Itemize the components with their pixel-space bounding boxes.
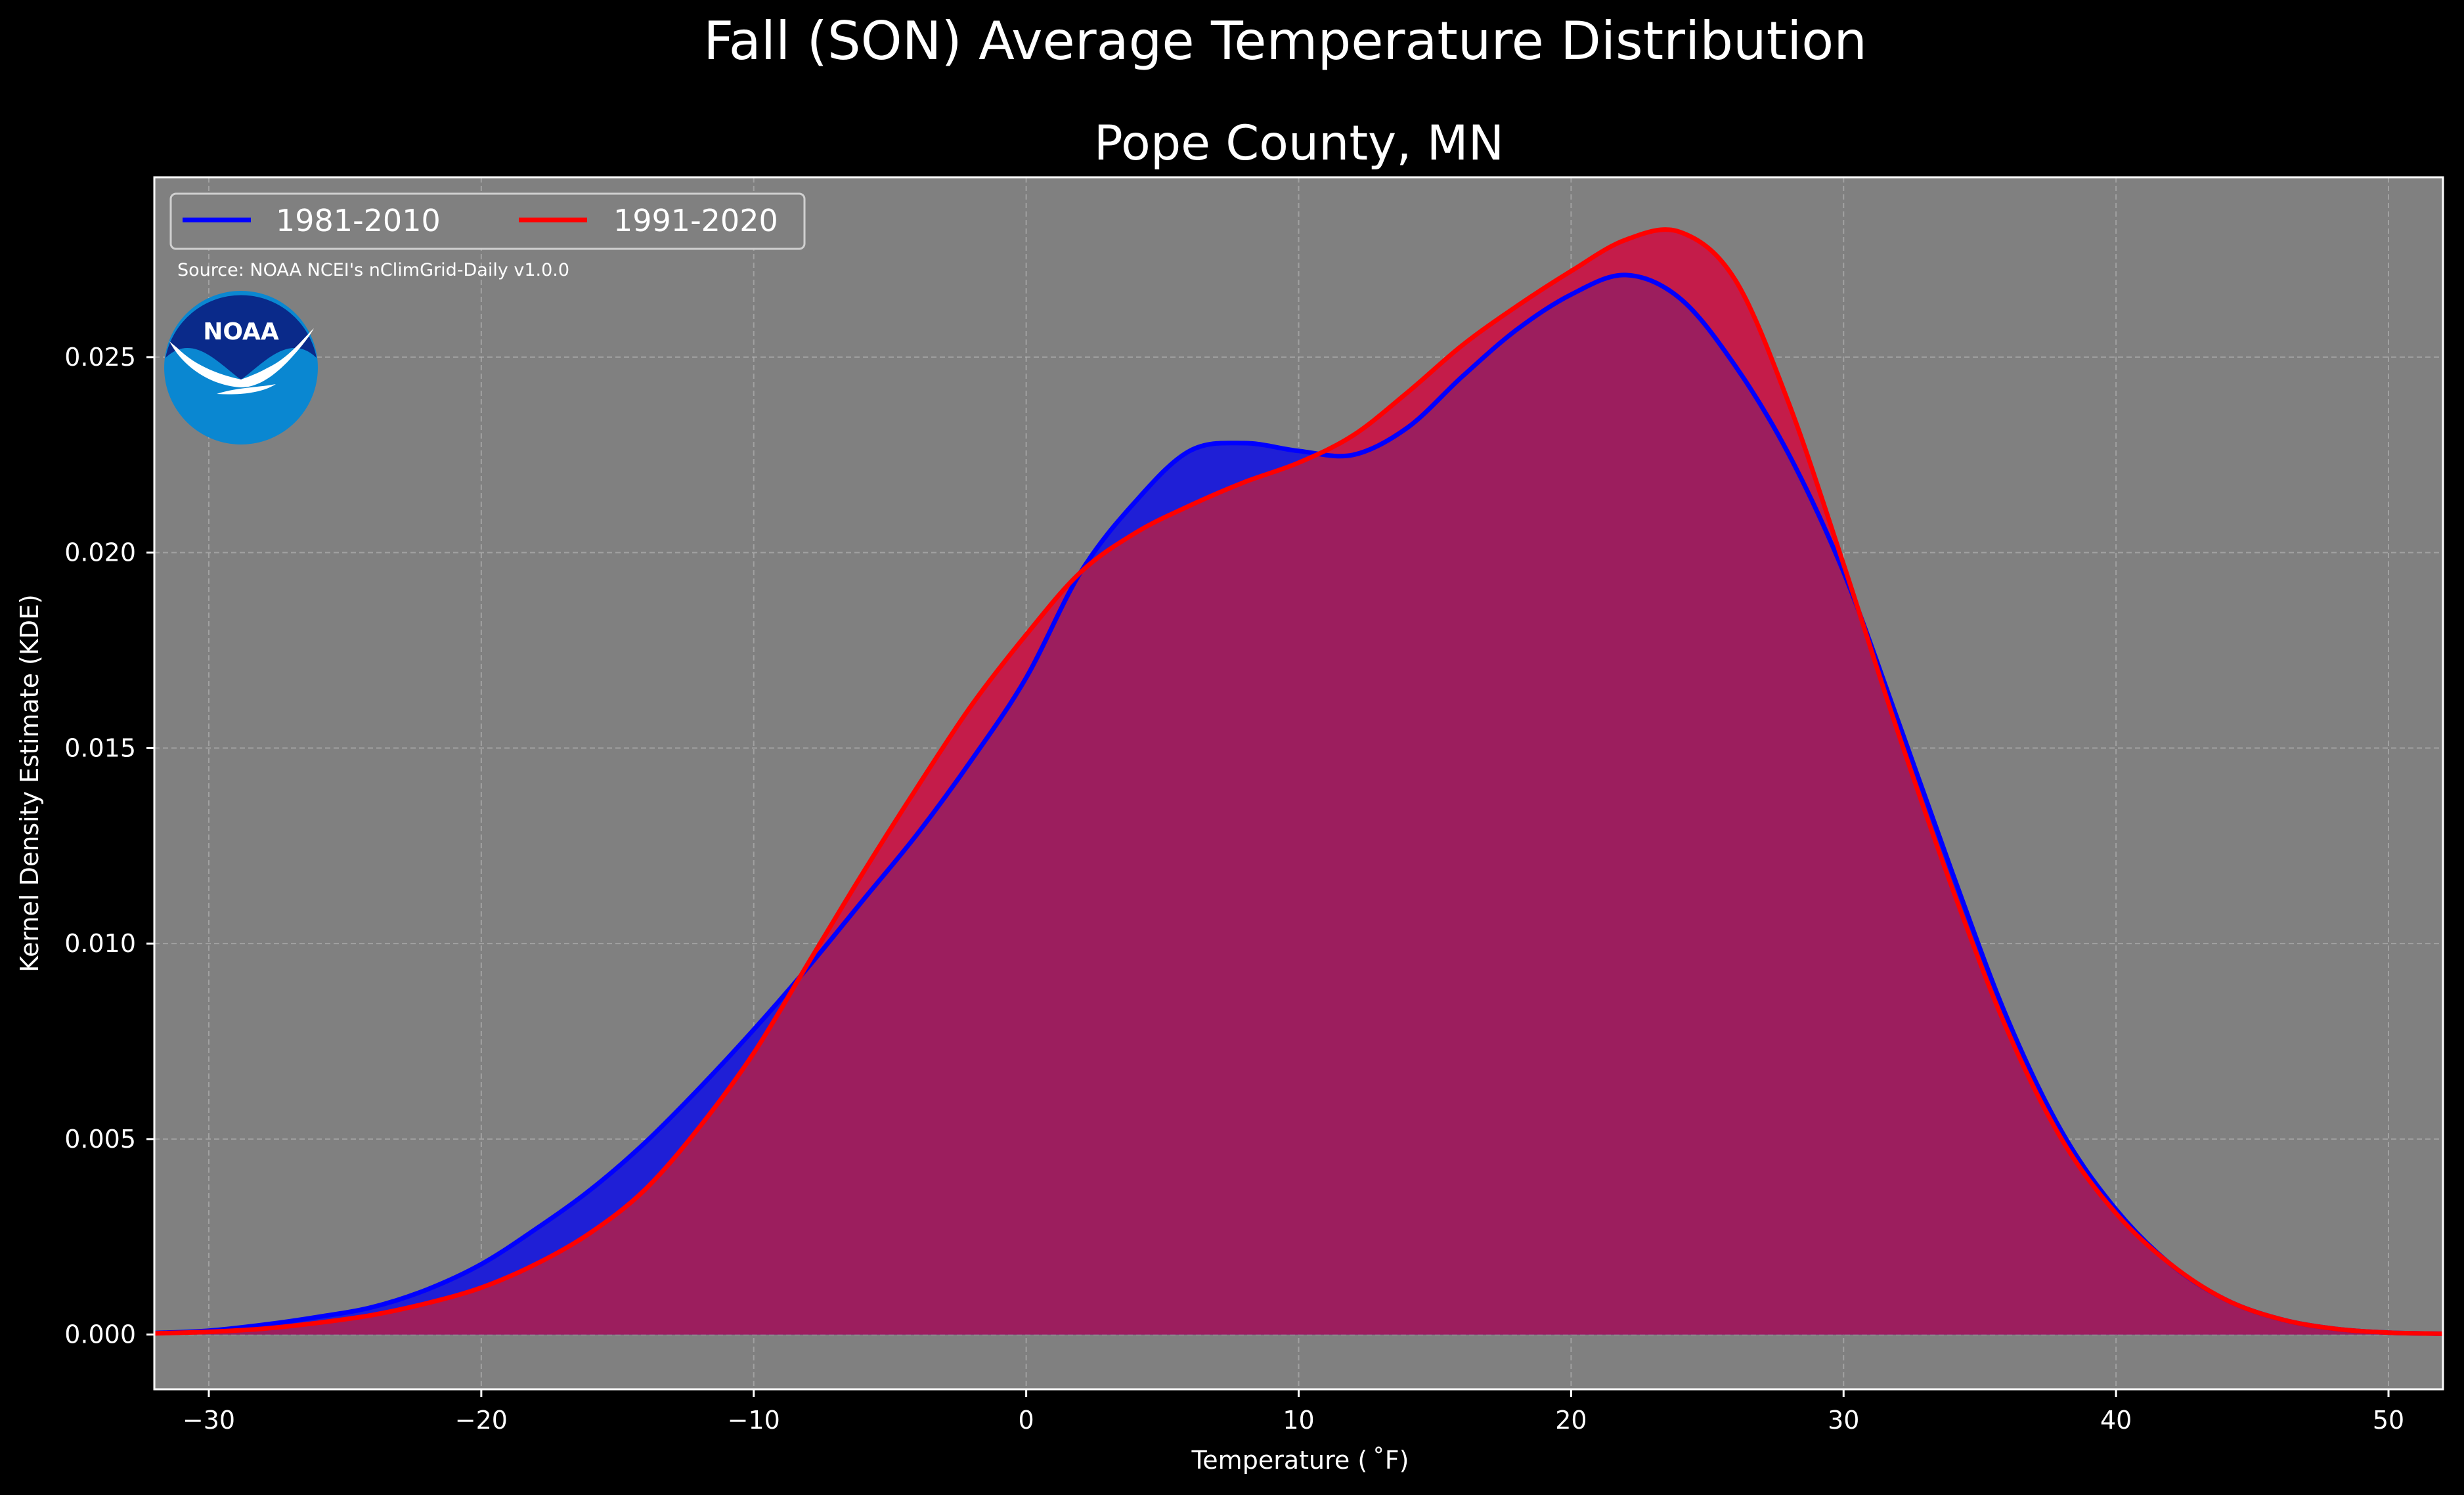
y-tick-label: 0.000 xyxy=(64,1320,136,1349)
source-note: Source: NOAA NCEI's nClimGrid-Daily v1.0… xyxy=(177,260,569,280)
y-tick-label: 0.025 xyxy=(64,343,136,372)
noaa-logo-gull xyxy=(169,328,314,395)
y-axis-label: Kernel Density Estimate (KDE) xyxy=(15,594,44,972)
y-tick-label: 0.005 xyxy=(64,1125,136,1154)
x-tick-label: −20 xyxy=(455,1406,508,1435)
legend: 1981-2010 1991-2020 xyxy=(169,192,806,250)
density-fills xyxy=(154,229,2443,1335)
noaa-logo: NOAA xyxy=(164,291,318,444)
x-tick-label: 40 xyxy=(2100,1406,2132,1435)
x-tick-label: 0 xyxy=(1019,1406,1034,1435)
legend-label-1991-2020: 1991-2020 xyxy=(613,203,778,238)
area-overlap xyxy=(154,274,2443,1335)
x-tick-label: 10 xyxy=(1283,1406,1314,1435)
x-axis-label: Temperature ( ˚F) xyxy=(1191,1446,1409,1475)
x-tick-label: 30 xyxy=(1828,1406,1859,1435)
line-1981-2010 xyxy=(154,272,2444,1336)
x-tick-label: 20 xyxy=(1555,1406,1587,1435)
y-tick-label: 0.020 xyxy=(64,538,136,567)
x-tick-label: −30 xyxy=(183,1406,235,1435)
x-axis: −30 −20 −10 0 10 20 30 40 50 xyxy=(183,1389,2404,1435)
noaa-logo-upper xyxy=(165,295,317,379)
x-tick-label: −10 xyxy=(728,1406,780,1435)
chart-subtitle: Pope County, MN xyxy=(1094,116,1505,171)
x-tick-label: 50 xyxy=(2373,1406,2404,1435)
legend-box xyxy=(169,192,806,250)
legend-label-1981-2010: 1981-2010 xyxy=(276,203,441,238)
y-tick-label: 0.015 xyxy=(64,733,136,762)
y-tick-label: 0.010 xyxy=(64,929,136,958)
density-lines xyxy=(154,227,2444,1336)
y-axis: 0.000 0.005 0.010 0.015 0.020 0.025 xyxy=(64,343,154,1349)
noaa-logo-text: NOAA xyxy=(203,318,279,345)
line-1991-2020 xyxy=(154,227,2444,1336)
chart-title: Fall (SON) Average Temperature Distribut… xyxy=(703,11,1867,72)
